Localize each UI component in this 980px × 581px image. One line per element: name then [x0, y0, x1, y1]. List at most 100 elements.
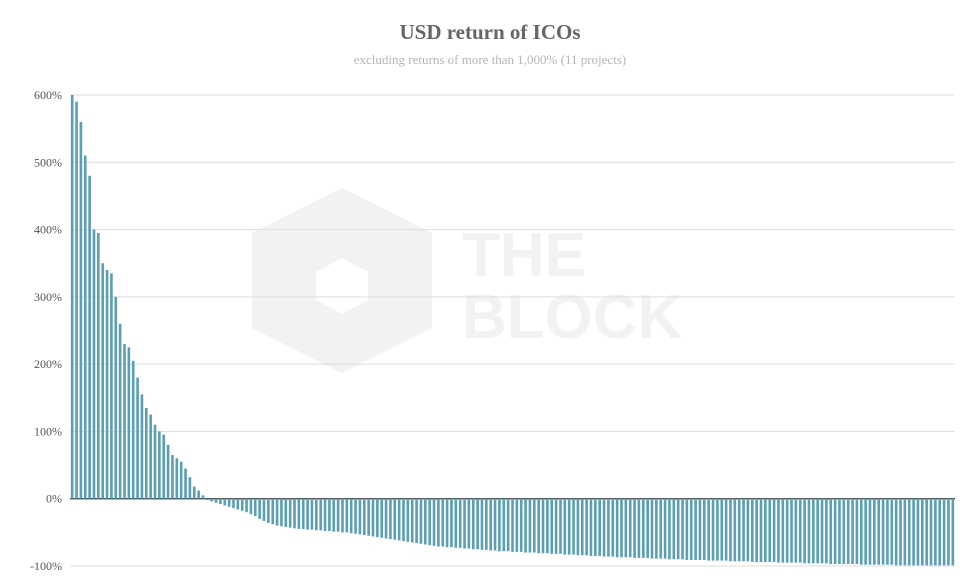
bar	[685, 498, 689, 560]
bar	[288, 498, 292, 528]
bar	[921, 498, 924, 566]
bar	[271, 498, 275, 525]
bar	[576, 498, 580, 556]
bar	[502, 498, 506, 552]
bar	[389, 498, 392, 540]
bar	[689, 498, 693, 560]
bar	[585, 498, 588, 556]
chart-title: USD return of ICOs	[399, 20, 581, 44]
bar	[659, 498, 663, 559]
bar	[162, 434, 166, 499]
y-tick-label: 400%	[34, 223, 62, 237]
bar	[729, 498, 732, 562]
bar	[419, 498, 423, 544]
bar	[97, 232, 100, 499]
bar	[227, 498, 231, 507]
bar	[83, 155, 87, 499]
bar	[192, 486, 196, 499]
bar	[376, 498, 379, 538]
bar	[938, 498, 942, 566]
bar	[851, 498, 854, 564]
bar	[354, 498, 357, 534]
bar	[188, 477, 192, 499]
bar	[820, 498, 824, 564]
bar	[336, 498, 340, 532]
bar	[275, 498, 279, 526]
bar	[546, 498, 549, 554]
bar	[825, 498, 828, 564]
bar	[245, 498, 248, 513]
bar	[171, 454, 174, 499]
bar	[899, 498, 902, 566]
bar	[929, 498, 933, 566]
bar	[855, 498, 859, 564]
bar	[393, 498, 397, 540]
bar	[92, 229, 96, 499]
bar	[406, 498, 410, 542]
bar	[750, 498, 754, 562]
bar	[755, 498, 758, 562]
bar	[184, 468, 187, 499]
bar	[79, 121, 83, 499]
bar	[110, 273, 113, 499]
the-block-watermark: THE BLOCK	[252, 188, 683, 373]
bar	[397, 498, 401, 541]
y-tick-label: 600%	[34, 88, 62, 102]
bar	[280, 498, 283, 527]
bar	[332, 498, 336, 532]
bar	[144, 407, 148, 499]
bar	[471, 498, 475, 550]
bar	[894, 498, 898, 566]
bar	[253, 498, 257, 517]
bar	[75, 101, 78, 499]
bar	[210, 498, 213, 502]
bar	[829, 498, 833, 564]
bar	[323, 498, 327, 532]
bar	[480, 498, 484, 550]
bar	[942, 498, 946, 566]
bar	[607, 498, 610, 557]
bar	[380, 498, 384, 538]
bar	[873, 498, 876, 565]
bar	[101, 263, 105, 499]
bar	[319, 498, 322, 531]
bar	[450, 498, 453, 548]
bar	[733, 498, 737, 562]
bar	[807, 498, 811, 564]
bar	[149, 414, 152, 499]
bar	[315, 498, 318, 531]
bar	[445, 498, 449, 548]
bar	[572, 498, 575, 555]
bar	[890, 498, 894, 565]
bar	[358, 498, 362, 535]
bar	[694, 498, 697, 560]
bar	[197, 490, 200, 499]
bar	[328, 498, 331, 532]
bar	[859, 498, 863, 565]
bar	[663, 498, 667, 559]
watermark-text-line2: BLOCK	[462, 283, 683, 352]
bar	[772, 498, 776, 562]
bar	[114, 296, 118, 499]
bar	[737, 498, 741, 562]
bar	[306, 498, 309, 530]
bar	[485, 498, 488, 550]
bar	[798, 498, 802, 563]
bar	[179, 461, 183, 499]
bar	[925, 498, 928, 566]
bar	[611, 498, 615, 557]
bar	[284, 498, 288, 527]
bar	[223, 498, 227, 506]
bar	[602, 498, 606, 557]
bar	[506, 498, 510, 552]
bar	[567, 498, 571, 555]
bar	[118, 323, 122, 499]
bar	[428, 498, 431, 546]
bar	[624, 498, 628, 558]
bar	[537, 498, 540, 554]
bar	[437, 498, 440, 547]
bar	[620, 498, 623, 558]
bar	[563, 498, 567, 555]
bar	[498, 498, 501, 552]
bar	[140, 394, 144, 499]
